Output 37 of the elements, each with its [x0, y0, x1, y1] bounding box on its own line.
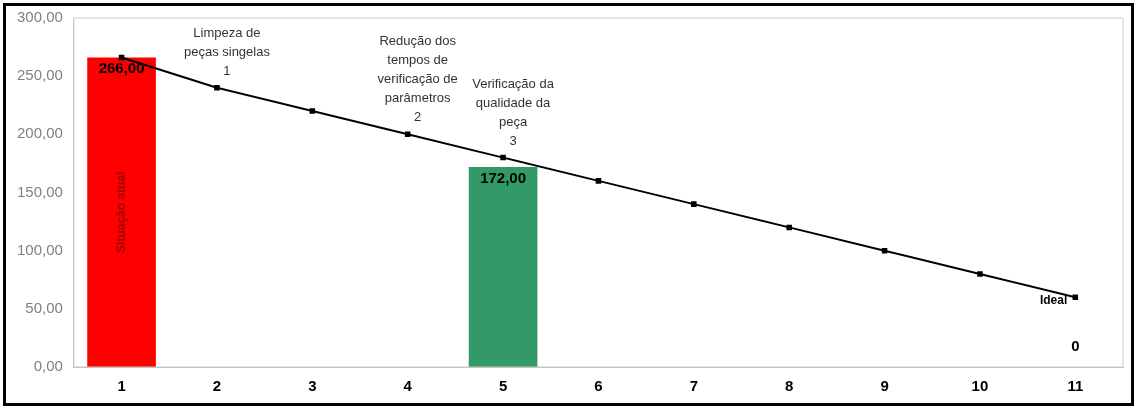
y-tick-label: 150,00 — [16, 182, 63, 200]
annotation: Situação atual — [113, 171, 128, 253]
annotation: Ideal — [1039, 292, 1068, 307]
x-tick-label: 8 — [785, 377, 794, 395]
y-tick-label: 250,00 — [16, 66, 63, 84]
y-tick-label: 200,00 — [16, 124, 63, 142]
x-tick-label: 9 — [880, 377, 889, 395]
data-label: 172,00 — [480, 168, 527, 186]
y-tick-label: 0,00 — [33, 357, 63, 375]
y-tick-label: 50,00 — [25, 298, 63, 316]
x-tick-label: 5 — [498, 377, 508, 395]
point — [309, 108, 316, 114]
y-tick-label: 100,00 — [16, 240, 63, 258]
point — [1072, 294, 1079, 300]
x-tick-label: 3 — [308, 377, 317, 395]
point — [881, 247, 888, 254]
data-label: 266,00 — [98, 59, 145, 77]
point — [214, 85, 220, 91]
point — [404, 131, 411, 138]
x-tick-label: 2 — [212, 377, 222, 395]
data-label: 0 — [1071, 336, 1080, 354]
x-tick-label: 6 — [594, 377, 603, 395]
annotation: Limpeza de peças singelas 1 — [183, 24, 271, 78]
y-tick-label: 300,00 — [16, 8, 63, 26]
annotation: Verificação da qualidade da peça 3 — [472, 75, 555, 148]
point — [118, 54, 125, 61]
point — [500, 154, 506, 161]
annotation: Redução dos tempos de verificação de parâmetros 2 — [377, 33, 458, 125]
x-tick-label: 1 — [117, 377, 126, 395]
point — [595, 178, 602, 184]
x-tick-label: 11 — [1067, 377, 1084, 395]
x-tick-label: 4 — [403, 377, 413, 395]
x-tick-label: 7 — [689, 377, 698, 395]
point — [977, 271, 983, 277]
point — [691, 201, 697, 207]
x-tick-label: 10 — [971, 377, 989, 395]
point — [786, 224, 792, 231]
